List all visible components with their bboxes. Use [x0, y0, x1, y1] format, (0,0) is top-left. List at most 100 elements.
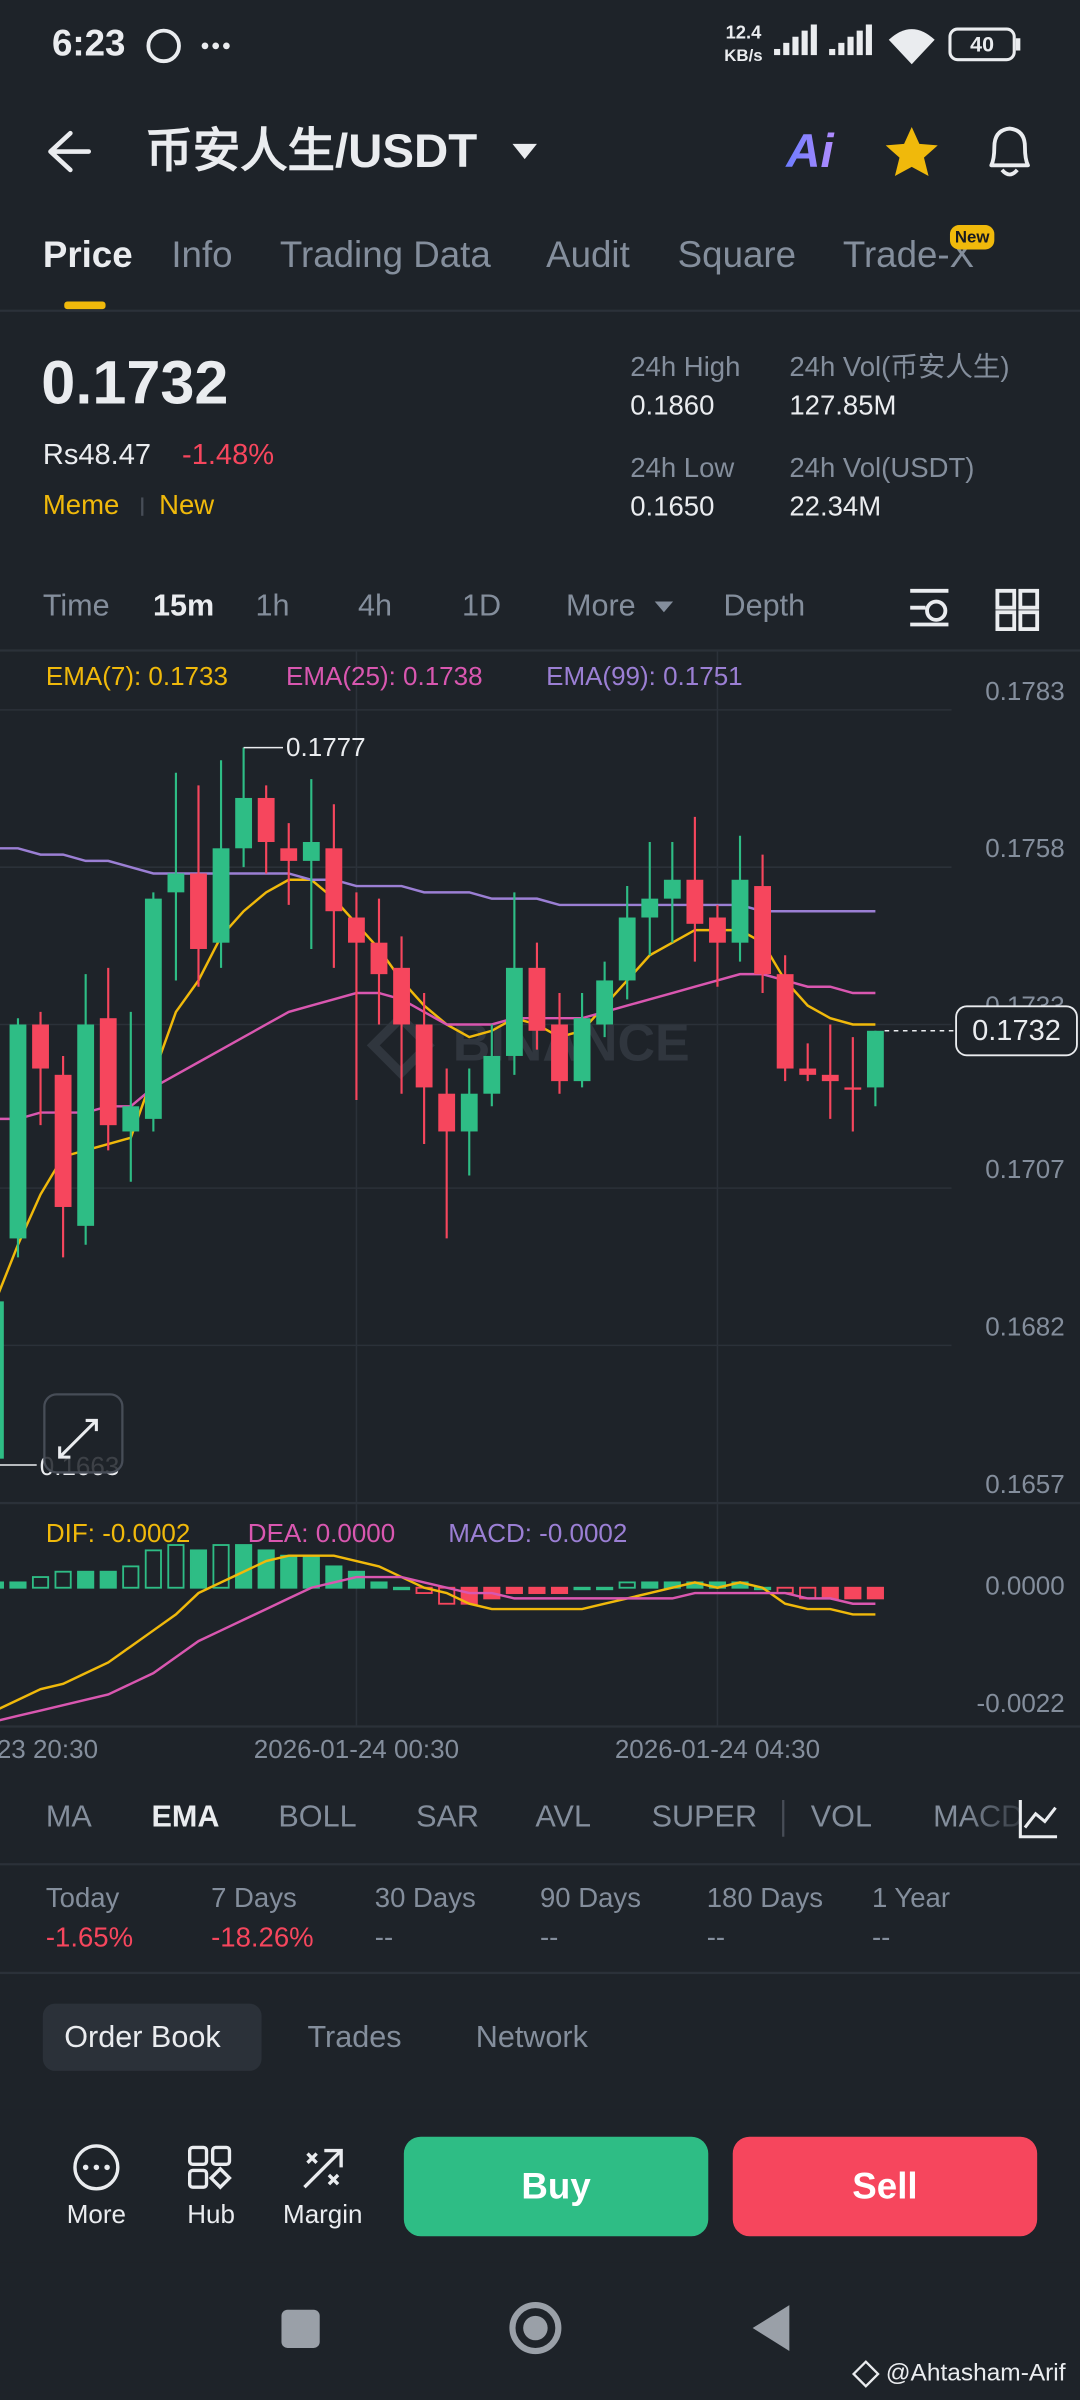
stat-label: 24h High [630, 351, 740, 382]
hub-icon[interactable] [210, 2145, 232, 2166]
top-tab[interactable]: Price [43, 234, 133, 275]
buy-button[interactable] [403, 2136, 709, 2237]
chart-settings-icon[interactable] [910, 588, 949, 627]
indicator-tab[interactable]: BOLL [278, 1799, 356, 1833]
candle-body [393, 967, 410, 1025]
y-tick-label: 0.0000 [985, 1571, 1065, 1601]
hub-icon[interactable] [188, 2145, 209, 2166]
expand-icon [58, 1418, 98, 1459]
interval-tab[interactable]: 15m [153, 589, 214, 623]
interval-tab[interactable]: 4h [358, 589, 392, 623]
credit: @Ahtasham-Arif [886, 2359, 1066, 2386]
top-tab[interactable]: Info [171, 234, 232, 275]
ai-button[interactable]: Ai [785, 125, 834, 178]
layout-icon[interactable] [1018, 588, 1040, 610]
candle-body [99, 1018, 117, 1126]
sub-tab[interactable]: Order Book [64, 2020, 221, 2054]
signal-bar [865, 24, 872, 56]
active-tab-indicator [64, 301, 106, 310]
last-price: 0.1732 [41, 348, 228, 416]
macd-bar [392, 1586, 411, 1591]
tag: Meme [43, 489, 119, 520]
nav-home-dot [523, 2315, 548, 2341]
macd-line [0, 1554, 876, 1710]
margin-icon[interactable] [303, 2148, 343, 2189]
interval-tab[interactable]: 1D [462, 589, 501, 623]
macd-bar [235, 1544, 253, 1589]
favorite-star[interactable] [885, 127, 938, 177]
period-label: 7 Days [211, 1882, 297, 1913]
status-time: 6:23 [52, 23, 125, 64]
nav-home[interactable] [509, 2302, 562, 2355]
candle-body [32, 1024, 49, 1069]
macd-bar [99, 1570, 117, 1589]
more-dot [212, 42, 220, 50]
interval-tab[interactable]: 1h [255, 589, 289, 623]
credit-logo [851, 2360, 880, 2388]
candle-body [438, 1093, 456, 1132]
sub-tab[interactable]: Trades [307, 2020, 401, 2054]
x-tick-label: 2026-01-23 20:30 [0, 1734, 98, 1764]
interval-tab[interactable]: More [566, 589, 636, 623]
back-button[interactable] [48, 130, 92, 173]
signal-bar [801, 30, 808, 56]
macd-bar [550, 1586, 569, 1594]
legend-entry: MACD: -0.0002 [448, 1518, 627, 1548]
hub-icon[interactable] [188, 2168, 209, 2189]
top-tab[interactable]: Square [678, 234, 796, 275]
action-label[interactable]: Margin [283, 2199, 362, 2229]
notification-bell[interactable] [989, 126, 1030, 177]
action-label[interactable]: More [67, 2199, 126, 2229]
tab-badge-bg [949, 225, 995, 250]
battery [948, 27, 1016, 62]
pair-dropdown[interactable] [512, 143, 537, 160]
action-label[interactable]: Hub [187, 2199, 235, 2229]
signal-bar [829, 48, 836, 56]
indicator-tab[interactable]: EMA [151, 1799, 219, 1833]
indicator-tab[interactable]: AVL [535, 1799, 591, 1833]
indicator-tab[interactable]: VOL [811, 1799, 872, 1833]
candle-body [776, 974, 794, 1069]
indicator-settings-icon[interactable] [1018, 1800, 1058, 1839]
indicator-tab[interactable]: SUPER [652, 1799, 757, 1833]
candles [0, 747, 884, 1459]
pair-title[interactable]: 币安人生/USDT [145, 125, 477, 178]
candle-body [596, 980, 614, 1025]
nav-recents[interactable] [281, 2309, 320, 2348]
layout-icon[interactable] [995, 588, 1017, 610]
sell-button[interactable] [732, 2136, 1038, 2237]
sub-tab[interactable]: Network [476, 2020, 589, 2054]
top-tab[interactable]: Trading Data [280, 234, 491, 275]
stat-value: 0.1650 [630, 490, 714, 521]
interval-tab[interactable]: Depth [724, 589, 806, 623]
candle-body [551, 1024, 568, 1082]
y-tick-label: 0.1758 [985, 833, 1065, 863]
more-icon[interactable] [73, 2144, 120, 2191]
signal-bar [856, 30, 863, 56]
y-tick-label: 0.1707 [985, 1154, 1065, 1184]
nav-back[interactable] [752, 2305, 790, 2352]
macd-bar [167, 1544, 185, 1589]
macd [0, 1544, 884, 1722]
y-tick-label: 0.1783 [985, 676, 1065, 706]
layout-icon[interactable] [1018, 610, 1040, 631]
interval-tab[interactable]: Time [43, 589, 110, 623]
wifi-icon [888, 29, 935, 65]
candle-body [415, 1024, 433, 1088]
period-value: -18.26% [211, 1922, 314, 1953]
layout-icon[interactable] [995, 610, 1017, 631]
more-icon-dot [104, 2164, 110, 2171]
candle-body [257, 797, 275, 843]
top-tab[interactable]: Audit [546, 234, 630, 275]
hub-icon [208, 2166, 232, 2190]
indicator-tab[interactable]: SAR [416, 1799, 479, 1833]
period-value: -- [872, 1922, 890, 1953]
indicator-tab[interactable]: MA [46, 1799, 92, 1833]
signal-bar [774, 48, 781, 56]
candle-body [618, 917, 636, 981]
stat-label: 24h Vol(USDT) [789, 452, 974, 483]
candle-body [302, 842, 320, 861]
macd-bar [844, 1586, 862, 1600]
x-tick-label: 2026-01-24 04:30 [615, 1734, 820, 1764]
